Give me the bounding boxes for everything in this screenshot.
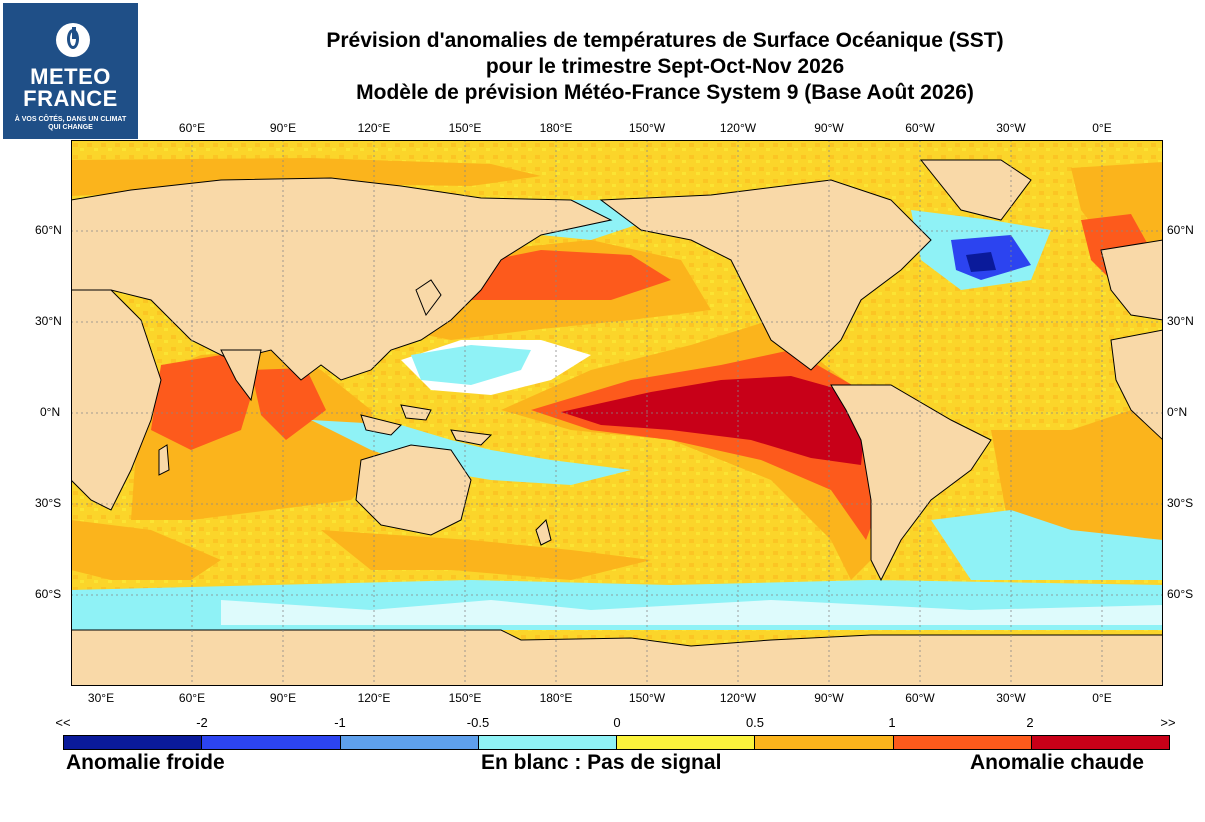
top-lon-label: 60°E [178, 121, 206, 135]
top-lon-label: 120°E [357, 121, 391, 135]
bottom-lon-label: 120°W [719, 691, 757, 705]
meteo-france-emblem-icon [56, 23, 90, 57]
colorbar-tick-label: << [55, 715, 71, 730]
logo-text-line1: METEO [30, 64, 111, 89]
colorbar-tick-label: 1 [888, 715, 896, 730]
southern-band-warm [71, 520, 221, 580]
map-title-line3: Modèle de prévision Météo-France System … [356, 81, 974, 104]
africa-west [1110, 329, 1163, 441]
sw-pacific-cool [311, 420, 631, 485]
logo-text-line2: FRANCE [23, 86, 118, 111]
bottom-lon-label: 120°E [357, 691, 391, 705]
lat-label-left: 60°N [35, 223, 62, 237]
map-frame [71, 140, 1163, 686]
africa [71, 289, 162, 511]
colorbar-segment [202, 736, 341, 749]
top-lon-label: 30°W [996, 121, 1026, 135]
colorbar-tick-label: 2 [1026, 715, 1034, 730]
land-masses [71, 159, 1163, 686]
south-pacific-warm [321, 530, 651, 580]
logo-tagline: À VOS CÔTÉS, DANS UN CLIMAT QUI CHANGE [14, 116, 127, 131]
top-lon-label: 120°W [719, 121, 757, 135]
meteo-france-logo: METEO FRANCE À VOS CÔTÉS, DANS UN CLIMAT… [3, 3, 138, 139]
greenland [919, 159, 1032, 221]
new-guinea [450, 429, 493, 446]
bottom-lon-label: 150°W [628, 691, 666, 705]
graticule [71, 140, 1163, 686]
cold-anomaly-label: Anomalie froide [66, 751, 225, 774]
lat-label-left: 30°N [35, 314, 62, 328]
colorbar-segment [1031, 736, 1169, 749]
map-title-line2: pour le trimestre Sept-Oct-Nov 2026 [485, 55, 845, 78]
colorbar-segment [893, 736, 1032, 749]
south-atlantic-cool [931, 510, 1163, 580]
no-signal-label: En blanc : Pas de signal [481, 751, 722, 774]
indonesia-2 [400, 404, 432, 421]
colorbar-tick-label: >> [1160, 715, 1176, 730]
north-america [599, 179, 932, 371]
colorbar-segment [340, 736, 479, 749]
top-lon-label: 90°W [814, 121, 844, 135]
lat-label-left: 0°N [40, 405, 61, 419]
new-zealand [535, 519, 552, 546]
colorbar-tick-label: 0.5 [745, 715, 765, 730]
colorbar-tick-label: -2 [196, 715, 208, 730]
bottom-lon-label: 90°W [814, 691, 844, 705]
colorbar-tick-label: 0 [613, 715, 621, 730]
eurasia [71, 177, 613, 381]
india-peninsula [220, 349, 262, 402]
top-lon-label: 150°W [628, 121, 666, 135]
colorbar-segment [617, 736, 756, 749]
bottom-lon-label: 60°W [905, 691, 935, 705]
indian-ocean-red [151, 355, 256, 450]
lat-label-right: 30°S [1167, 496, 1194, 510]
sst-anomaly-map [71, 140, 1163, 686]
colorbar [63, 735, 1170, 750]
lat-label-right: 30°N [1167, 314, 1194, 328]
lat-label-left: 30°S [35, 496, 62, 510]
colorbar-segment [478, 736, 617, 749]
top-lon-label: 90°E [269, 121, 297, 135]
colorbar-segment [64, 736, 203, 749]
top-lon-label: 180°E [539, 121, 573, 135]
bottom-lon-label: 30°W [996, 691, 1026, 705]
top-lon-label: 0°E [1092, 121, 1112, 135]
lat-label-left: 60°S [35, 587, 62, 601]
top-lon-label: 150°E [448, 121, 482, 135]
bottom-lon-label: 150°E [448, 691, 482, 705]
indian-ocean-red-2 [251, 368, 326, 440]
nino-core [561, 376, 866, 465]
australia [355, 444, 472, 536]
north-atlantic-darkblue [966, 252, 996, 272]
europe-west [1100, 239, 1163, 321]
bottom-lon-label: 60°E [178, 691, 206, 705]
bottom-lon-label: 30°E [87, 691, 115, 705]
map-title-line1: Prévision d'anomalies de températures de… [326, 29, 1004, 52]
central-pacific-cool [411, 345, 531, 385]
bottom-lon-label: 0°E [1092, 691, 1112, 705]
warm-anomaly-label: Anomalie chaude [970, 751, 1144, 774]
southern-ocean-no-signal [221, 600, 1163, 625]
madagascar [158, 444, 170, 476]
indonesia-1 [360, 414, 402, 436]
antarctica [71, 629, 1163, 686]
japan [415, 279, 442, 317]
lat-label-right: 60°S [1167, 587, 1194, 601]
bottom-lon-label: 90°E [269, 691, 297, 705]
lat-label-right: 0°N [1167, 405, 1188, 419]
colorbar-segment [755, 736, 894, 749]
colorbar-tick-label: -0.5 [466, 715, 490, 730]
south-america [830, 384, 992, 582]
lat-label-right: 60°N [1167, 223, 1194, 237]
colorbar-tick-label: -1 [334, 715, 346, 730]
bottom-lon-label: 180°E [539, 691, 573, 705]
top-lon-label: 60°W [905, 121, 935, 135]
